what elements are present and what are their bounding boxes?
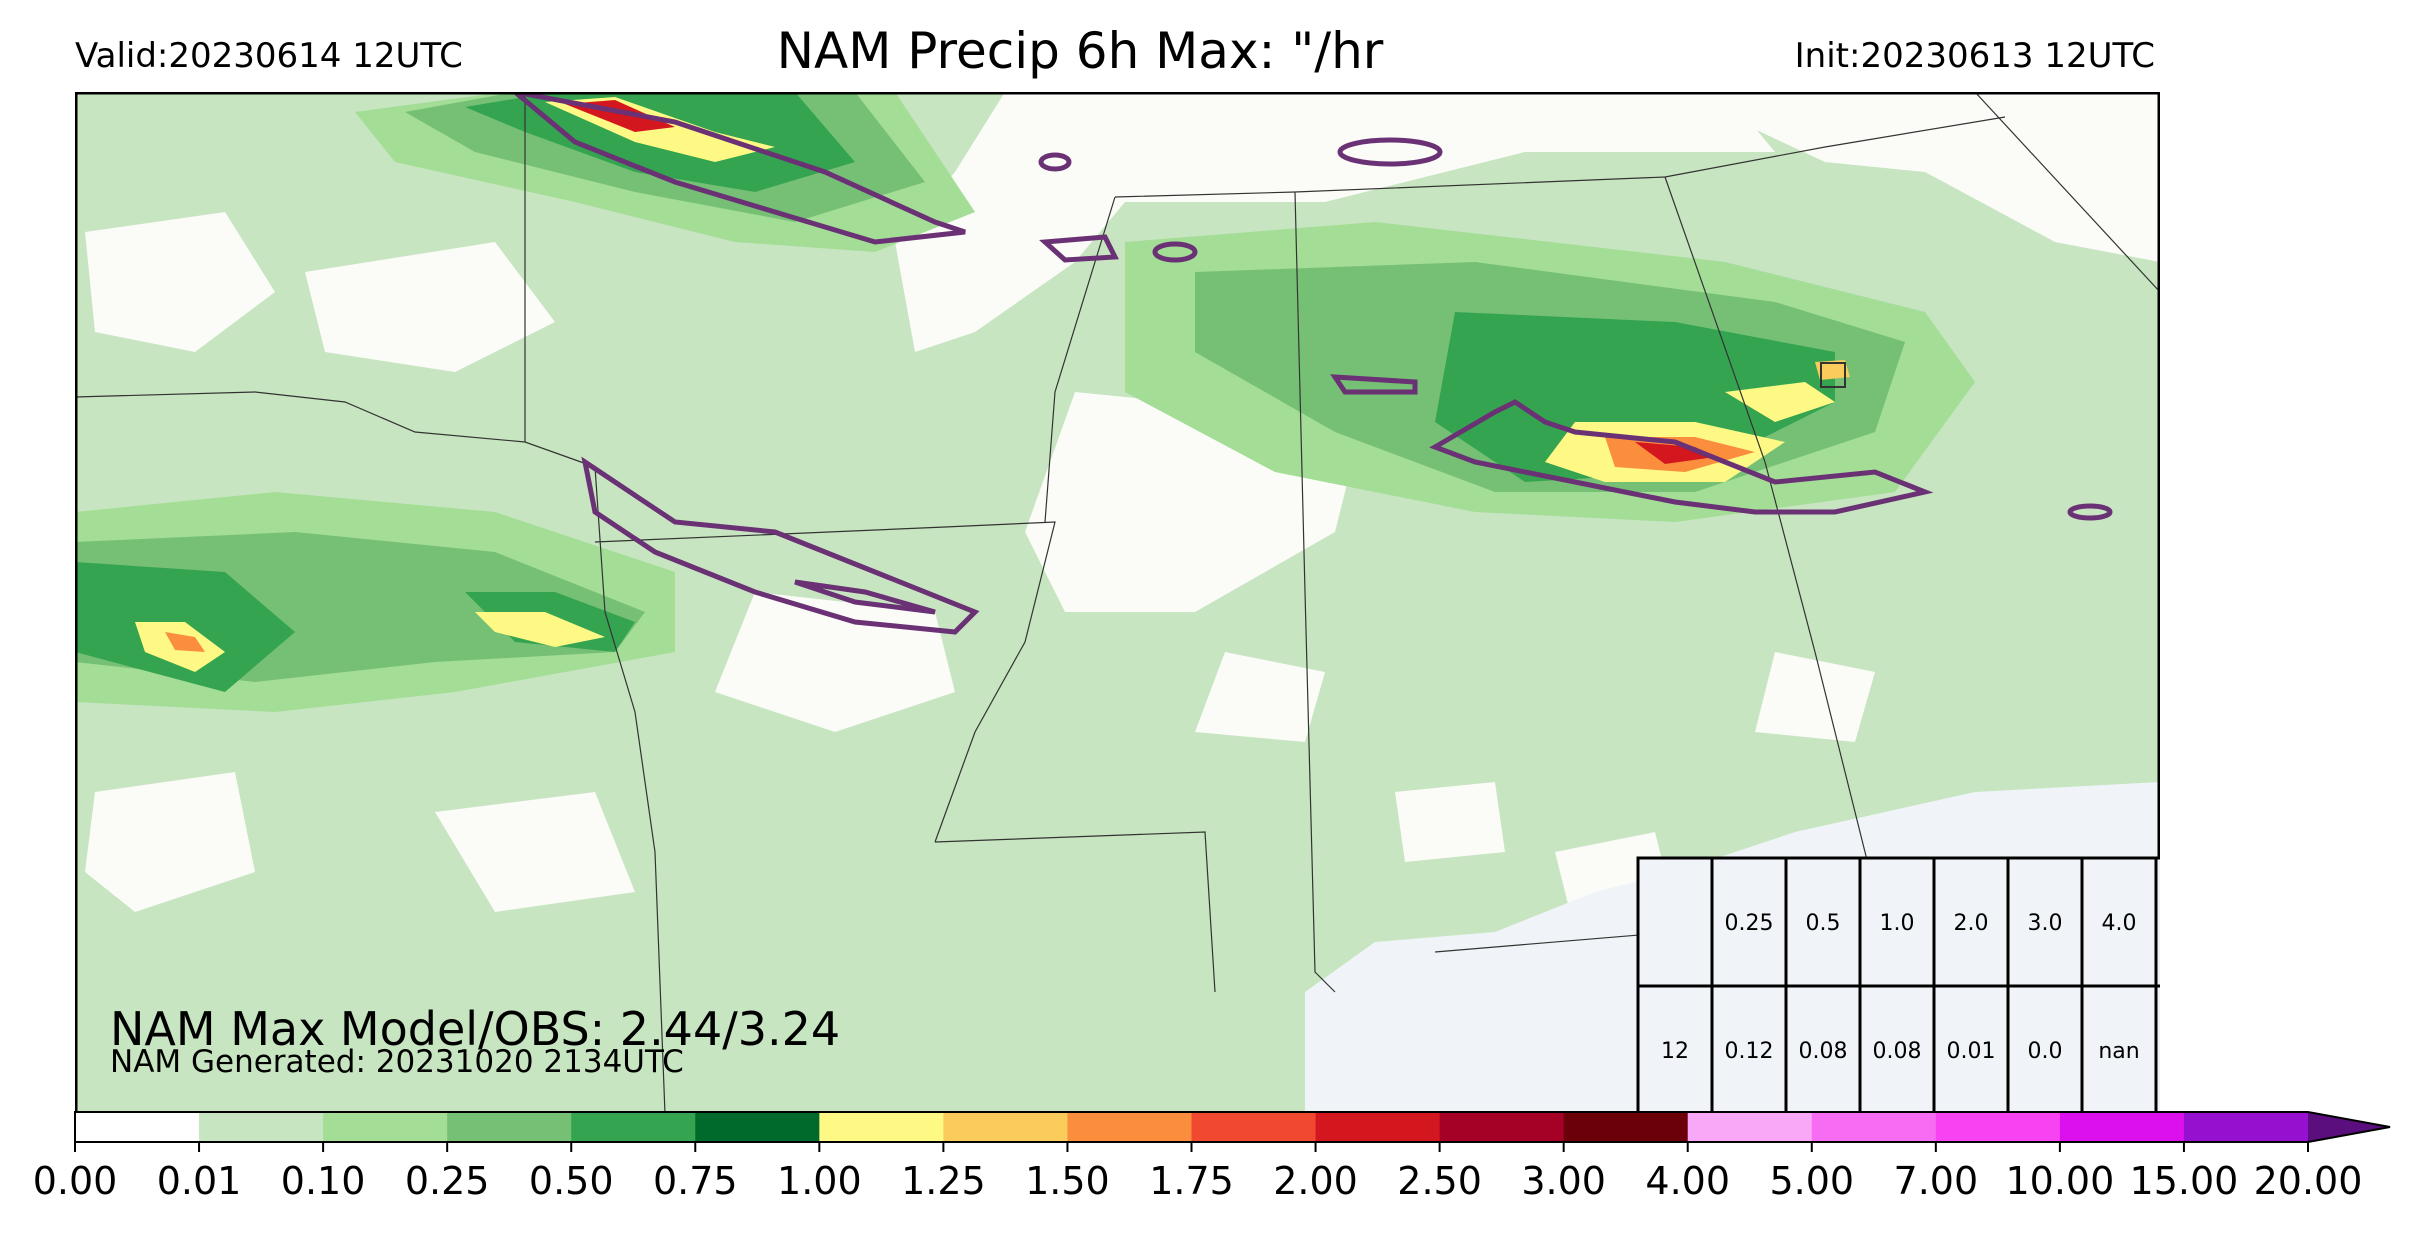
colorbar-extend-arrow [2308,1112,2390,1142]
colorbar-tick-label: 0.50 [529,1159,614,1203]
table-score: 0.0 [2028,1039,2063,1064]
table-score: 0.08 [1873,1039,1922,1064]
obs-max-marker [1820,362,1846,388]
table-score: 0.12 [1725,1039,1774,1064]
stats-table: 0.250.51.02.03.04.05.0120.120.080.080.01… [1636,856,2160,1114]
colorbar-block [1191,1112,1317,1142]
table-cell [2154,984,2160,1114]
generated-time-label: NAM Generated: 20231020 2134UTC [110,1044,684,1080]
colorbar-tick-label: 5.00 [1769,1159,1854,1203]
colorbar-tick-label: 10.00 [2005,1159,2114,1203]
colorbar-tick-label: 0.75 [653,1159,738,1203]
precip-map: 0.250.51.02.03.04.05.0120.120.080.080.01… [75,92,2160,1114]
table-threshold: 2.0 [1954,911,1989,936]
colorbar-block [199,1112,324,1142]
colorbar-outline [74,1111,2391,1143]
model-obs-max-label: NAM Max Model/OBS: 2.44/3.24 [110,1002,841,1056]
colorbar-tick-label: 3.00 [1521,1159,1606,1203]
table-score: 0.01 [1947,1039,1996,1064]
colorbar-tick-label: 4.00 [1645,1159,1730,1203]
table-row2-first: 12 [1661,1039,1689,1064]
precip-band-east [1125,222,1975,522]
colorbar-tick-label: 1.25 [901,1159,986,1203]
colorbar-block [1067,1112,1192,1142]
map-canvas: 0.250.51.02.03.04.05.0120.120.080.080.01… [75,92,2160,1114]
colorbar-tick-label: 20.00 [2254,1159,2363,1203]
colorbar-block [1687,1112,1813,1142]
valid-time-label: Valid:20230614 12UTC [75,36,463,76]
colorbar-tick-label: 2.50 [1397,1159,1482,1203]
colorbar-tick-label: 1.75 [1149,1159,1234,1203]
colorbar: 0.00 0.01 0.10 0.25 0.50 0.75 1.00 1.25 1.50 1.75… [0,1110,2435,1238]
table-score: 0.08 [1799,1039,1848,1064]
colorbar-tick-label: 7.00 [1894,1159,1979,1203]
map-title: NAM Precip 6h Max: "/hr [776,22,1384,80]
state-borders [75,92,2160,1114]
colorbar-block [2059,1112,2185,1142]
colorbar-canvas: 0.00 0.01 0.10 0.25 0.50 0.75 1.00 1.25 1.50 1.75… [33,1111,2391,1203]
table-threshold: 3.0 [2028,911,2063,936]
table-threshold: 0.25 [1725,911,1774,936]
table-threshold: 0.5 [1806,911,1841,936]
colorbar-tick-label: 2.00 [1273,1159,1358,1203]
colorbar-tick-label: 0.25 [405,1159,490,1203]
colorbar-block [1811,1112,1937,1142]
precip-band-west [75,492,675,712]
table-threshold: 4.0 [2102,911,2137,936]
table-score: nan [2098,1039,2139,1064]
precip-band-northwest [355,92,975,252]
colorbar-tick-label: 0.01 [157,1159,242,1203]
table-cell [2154,856,2160,988]
init-time-label: Init:20230613 12UTC [1794,36,2155,76]
colorbar-tick-label: 1.50 [1025,1159,1110,1203]
colorbar-block [571,1112,696,1142]
colorbar-tick-label: 15.00 [2130,1159,2239,1203]
colorbar-block [943,1112,1068,1142]
colorbar-block [75,1112,200,1142]
colorbar-block [819,1112,944,1142]
colorbar-block [1563,1112,1689,1142]
colorbar-tick-label: 0.00 [33,1159,118,1203]
colorbar-block [695,1112,820,1142]
colorbar-block [1935,1112,2061,1142]
colorbar-block [1315,1112,1441,1142]
colorbar-tick-label: 1.00 [777,1159,862,1203]
colorbar-block [323,1112,448,1142]
table-threshold: 1.0 [1880,911,1915,936]
colorbar-block [1439,1112,1565,1142]
obs-contours [511,92,2113,635]
colorbar-block [2183,1112,2309,1142]
colorbar-tick-label: 0.10 [281,1159,366,1203]
colorbar-block [447,1112,572,1142]
